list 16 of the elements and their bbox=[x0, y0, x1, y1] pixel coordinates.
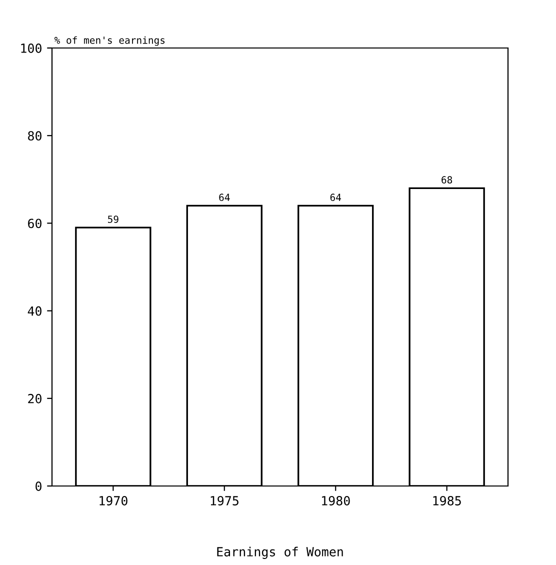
x-tick-label: 1970 bbox=[100, 496, 128, 506]
x-axis-title: Earnings of Women bbox=[217, 546, 343, 559]
data-label: 59 bbox=[108, 216, 118, 223]
x-tick-label: 1980 bbox=[322, 496, 350, 506]
y-tick-label: 20 bbox=[28, 394, 42, 404]
data-label: 68 bbox=[442, 176, 452, 184]
y-tick-label: 80 bbox=[28, 131, 42, 141]
y-tick-label: 100 bbox=[21, 44, 42, 53]
y-axis-title: % of men's earnings bbox=[54, 36, 165, 46]
y-tick-label: 0 bbox=[36, 482, 42, 491]
data-label: 64 bbox=[219, 194, 230, 202]
x-tick-label: 1975 bbox=[210, 496, 238, 506]
y-tick-label: 40 bbox=[28, 306, 42, 316]
x-tick-label: 1985 bbox=[433, 496, 461, 506]
y-tick-label: 60 bbox=[28, 218, 42, 228]
data-label: 64 bbox=[330, 194, 341, 202]
